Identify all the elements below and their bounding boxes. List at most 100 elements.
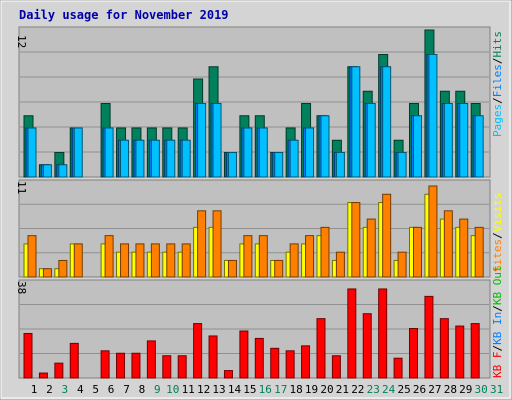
x-axis-label-day: 31	[490, 383, 503, 396]
x-axis-label-day: 14	[228, 383, 242, 396]
bar-pages	[413, 115, 422, 178]
x-axis-label-day: 20	[320, 383, 333, 396]
bar-sites	[351, 202, 361, 278]
bar-sites	[181, 243, 191, 278]
bar-kbf	[409, 328, 418, 379]
x-axis-label-day: 29	[459, 383, 472, 396]
bar-sites	[274, 259, 284, 278]
bar-sites	[413, 226, 422, 278]
legend-kbf: KB F	[491, 352, 504, 379]
bar-sites	[459, 218, 469, 278]
bar-sites	[212, 210, 222, 278]
x-axis-label-day: 4	[77, 383, 84, 396]
x-axis-label-day: 26	[413, 383, 426, 396]
bar-sites	[382, 193, 392, 278]
x-axis-label-day: 6	[108, 383, 115, 396]
legend-hits-files-pages: Pages/Files/Hits	[491, 31, 504, 137]
bar-sites	[289, 243, 299, 278]
bar-sites	[120, 243, 130, 278]
legend-visits-sites: Sites/Visits	[491, 193, 504, 273]
bar-sites	[366, 218, 376, 278]
chart-title: Daily usage for November 2019	[19, 8, 229, 22]
bar-kbf	[270, 347, 280, 379]
bar-pages	[135, 139, 145, 178]
bar-pages	[335, 152, 345, 178]
legend-slash: /	[491, 305, 504, 312]
x-axis-label-day: 2	[46, 383, 53, 396]
bar-sites	[320, 226, 330, 278]
bar-kbf	[193, 323, 203, 379]
bar-pages	[397, 152, 407, 178]
bar-pages	[58, 164, 68, 178]
ymax-label-visits: 11	[15, 181, 28, 194]
x-axis-label-day: 28	[444, 383, 457, 396]
x-axis-label-day: 12	[197, 383, 210, 396]
legend-kbin: KB In	[491, 312, 504, 345]
bar-sites	[243, 235, 253, 278]
bar-pages	[104, 127, 114, 178]
bar-kbf	[424, 295, 434, 379]
panel-visits-sites	[18, 179, 491, 278]
x-axis-label-day: 23	[367, 383, 380, 396]
bar-sites	[58, 259, 68, 278]
x-axis-label-day: 10	[166, 383, 179, 396]
bar-kbf	[146, 340, 156, 379]
bar-sites	[73, 243, 83, 278]
x-axis-label-day: 8	[139, 383, 146, 396]
bar-kbf	[347, 288, 357, 379]
bar-pages	[150, 139, 160, 178]
bar-kbf	[301, 345, 311, 379]
x-axis-label-day: 19	[305, 383, 318, 396]
legend-kbout: KB Out	[491, 265, 504, 305]
panel-kbytes	[18, 279, 491, 379]
bar-kbf	[100, 350, 110, 379]
bar-kbf	[177, 355, 187, 379]
bar-pages	[73, 127, 83, 178]
bar-sites	[150, 243, 160, 278]
bar-sites	[397, 251, 407, 278]
bar-sites	[428, 185, 438, 278]
x-axis-label-day: 3	[62, 383, 69, 396]
x-axis-label-day: 30	[475, 383, 488, 396]
bar-sites	[258, 235, 268, 278]
legend-visits: Visits	[491, 193, 504, 233]
x-axis-label-day: 9	[154, 383, 161, 396]
bar-pages	[258, 127, 268, 178]
bar-pages	[305, 127, 315, 178]
bar-kbf	[131, 352, 141, 379]
bar-kbf	[254, 337, 264, 379]
bar-kbf	[162, 355, 172, 379]
bar-sites	[335, 251, 345, 278]
legend-slash: /	[491, 58, 504, 65]
ymax-label-kbytes: 38	[15, 281, 28, 294]
legend-kbytes: KB F/KB In/KB Out	[491, 265, 504, 378]
x-axis-label-day: 24	[382, 383, 396, 396]
x-axis-label-day: 21	[336, 383, 349, 396]
x-axis-label-day: 13	[212, 383, 225, 396]
bar-kbf	[54, 362, 64, 379]
legend-slash: /	[491, 97, 504, 104]
bar-sites	[42, 268, 52, 278]
legend-files: Files	[491, 64, 504, 97]
bar-pages	[474, 115, 484, 178]
bar-pages	[428, 54, 438, 178]
bar-pages	[320, 115, 330, 178]
bar-pages	[166, 139, 176, 178]
bar-sites	[197, 210, 207, 278]
x-axis-label-day: 11	[182, 383, 195, 396]
x-axis-label-day: 7	[123, 383, 130, 396]
legend-slash: /	[491, 345, 504, 352]
legend-pages: Pages	[491, 104, 504, 137]
bar-kbf	[208, 335, 218, 379]
bar-pages	[120, 139, 130, 178]
bar-kbf	[393, 357, 403, 379]
x-axis-label-day: 15	[243, 383, 256, 396]
x-axis-label-day: 16	[259, 383, 272, 396]
bar-sites	[227, 259, 237, 278]
bar-pages	[42, 164, 52, 178]
bar-sites	[474, 226, 484, 278]
bar-kbf	[38, 372, 48, 379]
bar-pages	[212, 103, 222, 178]
